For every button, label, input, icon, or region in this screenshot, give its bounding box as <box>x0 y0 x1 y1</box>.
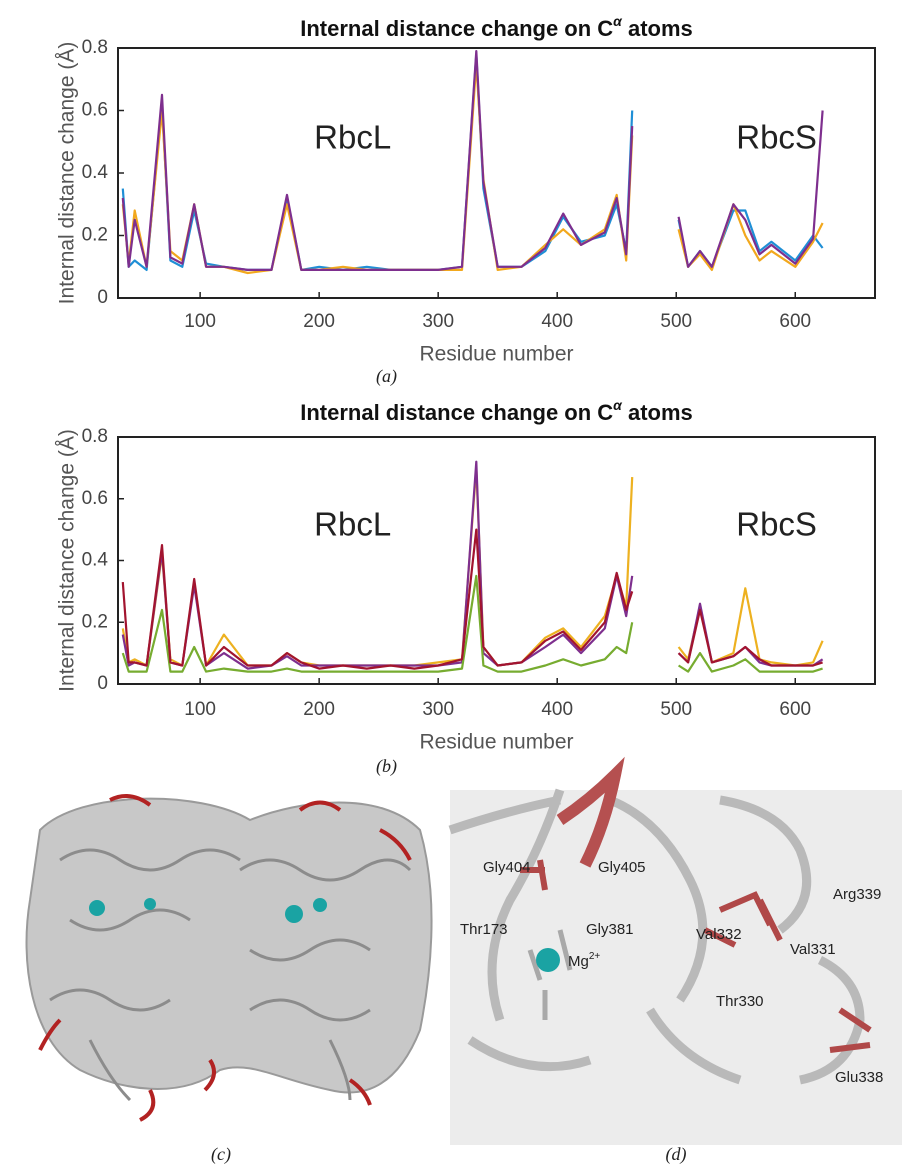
y-tick-label: 0.2 <box>82 611 108 632</box>
y-tick-label: 0.6 <box>82 488 108 509</box>
x-tick-label: 100 <box>184 699 216 720</box>
ion-symbol: Mg <box>568 953 589 970</box>
title-part: α <box>613 397 623 413</box>
x-axis-label: Residue number <box>419 343 573 366</box>
x-tick-label: 400 <box>541 311 573 332</box>
y-tick-label: 0 <box>97 673 108 694</box>
x-tick-label: 500 <box>660 311 692 332</box>
active-site-image <box>448 756 902 1145</box>
x-tick-label: 500 <box>660 699 692 720</box>
residue-label: Arg339 <box>833 886 881 903</box>
x-tick-label: 300 <box>422 699 454 720</box>
title-part: Internal distance change on C <box>300 16 613 41</box>
residue-label: Thr330 <box>716 993 764 1010</box>
x-tick-label: 300 <box>422 311 454 332</box>
y-axis-label: Internal distance change (Å) <box>56 42 79 305</box>
title-part: atoms <box>622 400 693 425</box>
x-tick-label: 600 <box>779 311 811 332</box>
y-tick-label: 0 <box>97 287 108 308</box>
residue-label: Gly405 <box>598 859 646 876</box>
plot-area <box>118 437 875 684</box>
annotation: RbcL <box>314 506 391 543</box>
x-tick-label: 200 <box>303 699 335 720</box>
ion-charge: 2+ <box>589 951 601 962</box>
x-tick-label: 600 <box>779 699 811 720</box>
residue-label: Gly381 <box>586 921 634 938</box>
data-line <box>121 574 823 673</box>
x-tick-label: 400 <box>541 699 573 720</box>
title-part: α <box>613 13 623 29</box>
x-axis-label: Residue number <box>419 731 573 754</box>
chart-title: Internal distance change on Cα atoms <box>300 13 693 41</box>
residue-label: Thr173 <box>460 921 508 938</box>
y-tick-label: 0.4 <box>82 162 109 183</box>
x-tick-label: 200 <box>303 311 335 332</box>
residue-label: Glu338 <box>835 1069 883 1086</box>
title-part: atoms <box>622 16 693 41</box>
panel-label: (d) <box>666 1144 687 1165</box>
annotation: RbcL <box>314 119 391 156</box>
title-part: Internal distance change on C <box>300 400 613 425</box>
panel-label: (b) <box>376 756 397 777</box>
annotation: RbcS <box>736 506 817 543</box>
chart-title: Internal distance change on Cα atoms <box>300 397 693 425</box>
data-line <box>121 528 823 670</box>
annotation: RbcS <box>736 119 817 156</box>
y-tick-label: 0.8 <box>82 426 108 447</box>
y-axis-label: Internal distance change (Å) <box>56 429 79 692</box>
residue-label: Val331 <box>790 941 836 958</box>
residue-label: Gly404 <box>483 859 531 876</box>
protein-structure-image <box>25 794 433 1122</box>
data-line <box>121 62 824 275</box>
residue-label: Val332 <box>696 926 742 943</box>
panel-label: (c) <box>211 1144 231 1165</box>
y-tick-label: 0.2 <box>82 225 108 246</box>
ion-label: Mg2+ <box>568 951 600 970</box>
x-tick-label: 100 <box>184 311 216 332</box>
data-line <box>121 50 824 271</box>
y-tick-label: 0.8 <box>82 37 108 58</box>
y-tick-label: 0.6 <box>82 100 108 121</box>
y-tick-label: 0.4 <box>82 550 109 571</box>
panel-label: (a) <box>376 366 397 387</box>
